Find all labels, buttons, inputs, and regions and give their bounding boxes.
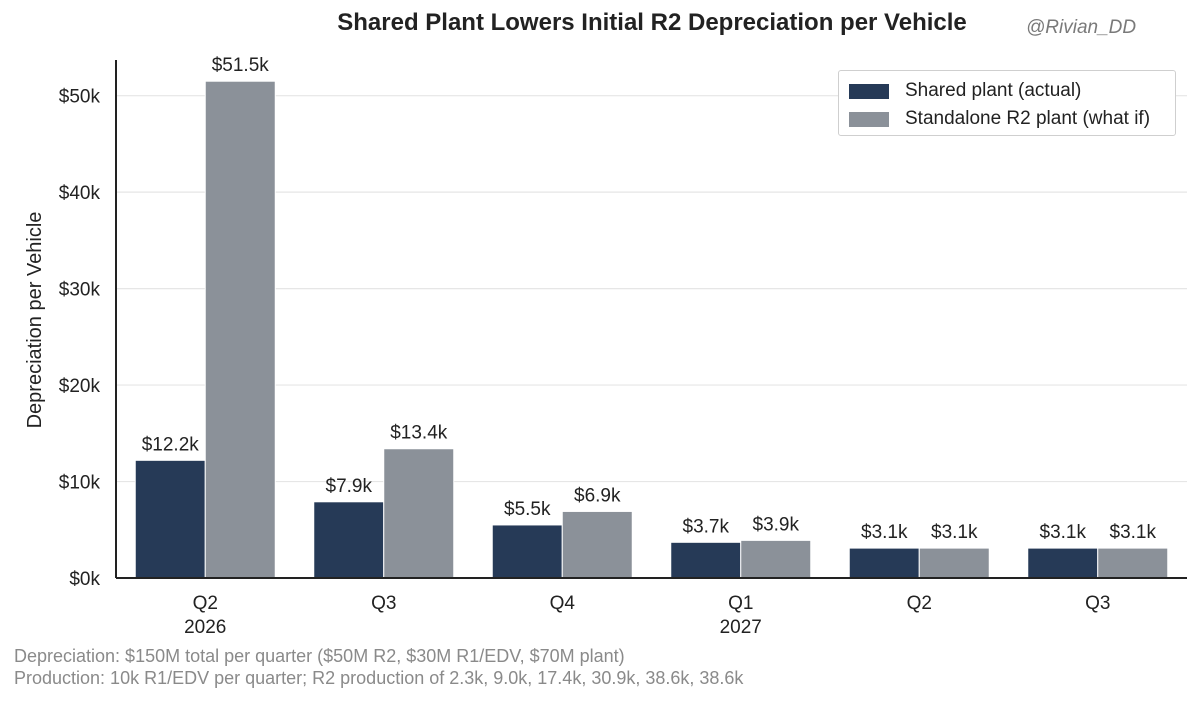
- bar-standalone: [204, 80, 276, 579]
- y-tick-label: $20k: [59, 376, 101, 397]
- x-tick-label: Q2: [907, 593, 932, 614]
- bar-value-label: $3.1k: [1040, 522, 1087, 543]
- bar-value-label: $6.9k: [574, 485, 621, 506]
- legend-item-shared: Shared plant (actual): [849, 77, 1175, 105]
- bar-shared: [313, 501, 385, 579]
- y-tick-label: $10k: [59, 473, 101, 494]
- y-axis-label: Depreciation per Vehicle: [24, 212, 46, 429]
- bar-value-label: $3.7k: [683, 516, 730, 537]
- bar-shared: [134, 459, 206, 579]
- legend: Shared plant (actual) Standalone R2 plan…: [838, 70, 1176, 136]
- bar-value-label: $3.1k: [861, 522, 908, 543]
- bar-value-label: $3.9k: [753, 514, 800, 535]
- bar-standalone: [1097, 547, 1169, 579]
- x-tick-label: Q4: [550, 593, 576, 614]
- bar-shared: [491, 524, 563, 579]
- legend-item-standalone: Standalone R2 plant (what if): [849, 105, 1175, 133]
- x-tick-label: Q1: [728, 593, 753, 614]
- bar-value-label: $3.1k: [931, 522, 978, 543]
- bar-value-label: $3.1k: [1110, 522, 1157, 543]
- legend-swatch-standalone: [849, 111, 889, 127]
- y-tick-label: $30k: [59, 280, 101, 301]
- bar-shared: [1027, 547, 1099, 579]
- bar-shared: [848, 547, 920, 579]
- x-tick-year-label: 2027: [720, 617, 762, 638]
- x-tick-label: Q2: [193, 593, 218, 614]
- footnote-production: Production: 10k R1/EDV per quarter; R2 p…: [14, 668, 744, 688]
- y-tick-label: $40k: [59, 183, 101, 204]
- footnotes: Depreciation: $150M total per quarter ($…: [14, 645, 743, 689]
- bar-value-label: $5.5k: [504, 499, 551, 520]
- legend-swatch-shared: [849, 83, 889, 99]
- bar-standalone: [918, 547, 990, 579]
- legend-label-shared: Shared plant (actual): [905, 80, 1082, 101]
- bar-standalone: [383, 448, 455, 579]
- x-tick-label: Q3: [1085, 593, 1110, 614]
- bar-value-label: $51.5k: [212, 55, 270, 76]
- y-tick-label: $0k: [69, 569, 100, 590]
- watermark: @Rivian_DD: [1026, 17, 1137, 38]
- y-tick-label: $50k: [59, 87, 101, 108]
- bar-value-label: $7.9k: [326, 476, 373, 497]
- x-tick-label: Q3: [371, 593, 396, 614]
- chart-title: Shared Plant Lowers Initial R2 Depreciat…: [337, 9, 967, 36]
- bar-value-label: $13.4k: [390, 423, 448, 444]
- bar-shared: [670, 541, 742, 579]
- bar-value-label: $12.2k: [142, 434, 200, 455]
- legend-label-standalone: Standalone R2 plant (what if): [905, 108, 1151, 129]
- bar-standalone: [740, 539, 812, 579]
- bar-standalone: [561, 510, 633, 579]
- x-tick-year-label: 2026: [184, 617, 226, 638]
- footnote-depreciation: Depreciation: $150M total per quarter ($…: [14, 646, 625, 666]
